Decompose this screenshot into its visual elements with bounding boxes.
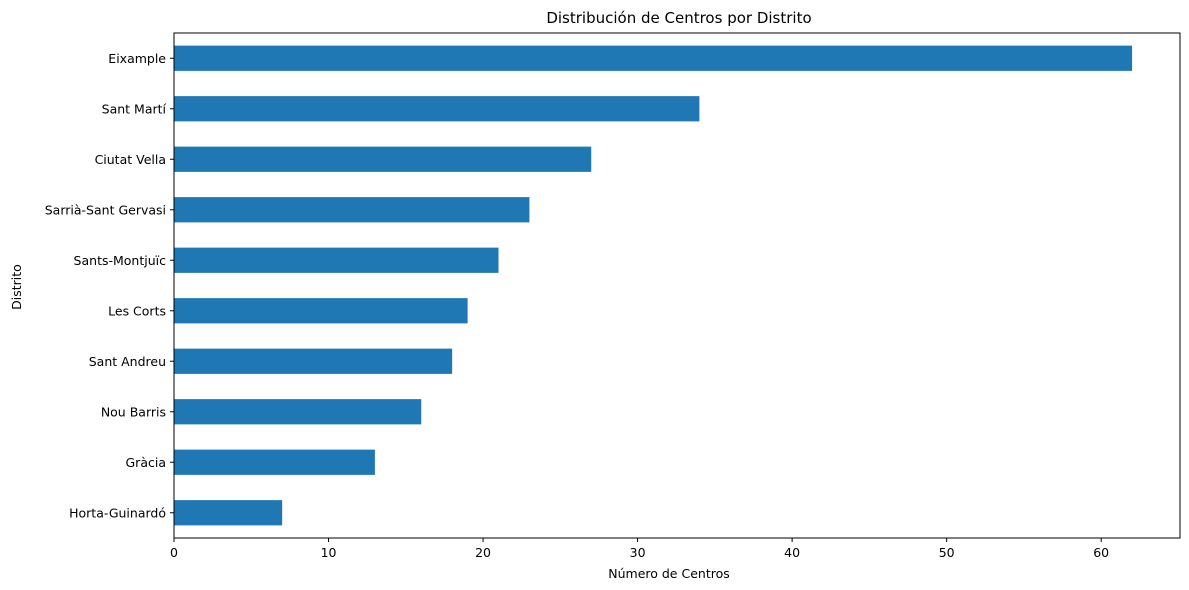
x-tick-label-3: 30 [630,545,646,560]
x-tick-label-4: 40 [784,545,800,560]
y-tick-label-7: Nou Barris [101,404,166,419]
bar-4 [174,247,499,273]
y-tick-label-8: Gràcia [126,455,167,470]
y-tick-label-6: Sant Andreu [89,354,166,369]
y-tick-label-5: Les Corts [108,303,166,318]
bar-3 [174,197,530,223]
y-tick-label-2: Ciutat Vella [95,152,166,167]
bar-2 [174,146,592,172]
x-axis-label: Número de Centros [608,566,730,581]
bar-6 [174,348,453,374]
y-tick-label-3: Sarrià-Sant Gervasi [45,202,166,217]
x-tick-label-5: 50 [939,545,955,560]
y-tick-label-1: Sant Martí [102,101,167,116]
y-axis-ticks: Eixample Sant Martí Ciutat Vella Sarrià-San… [45,51,174,520]
y-tick-label-9: Horta-Guinardó [69,505,166,520]
x-axis-ticks: 0 10 20 30 40 50 60 [170,538,1109,560]
y-axis-label: Distrito [9,264,24,310]
bar-9 [174,500,283,526]
plot-frame [173,32,1181,539]
x-tick-label-6: 60 [1093,545,1109,560]
y-tick-label-4: Sants-Montjuïc [74,253,167,268]
chart-title: Distribución de Centros por Distrito [546,9,811,27]
bar-1 [174,96,700,122]
bars-group [174,45,1133,526]
bar-0 [174,45,1133,71]
bar-8 [174,449,375,475]
x-tick-label-1: 10 [321,545,337,560]
y-tick-label-0: Eixample [108,51,166,66]
x-tick-label-0: 0 [170,545,178,560]
bar-5 [174,298,468,324]
x-tick-label-2: 20 [475,545,491,560]
bar-7 [174,399,422,425]
